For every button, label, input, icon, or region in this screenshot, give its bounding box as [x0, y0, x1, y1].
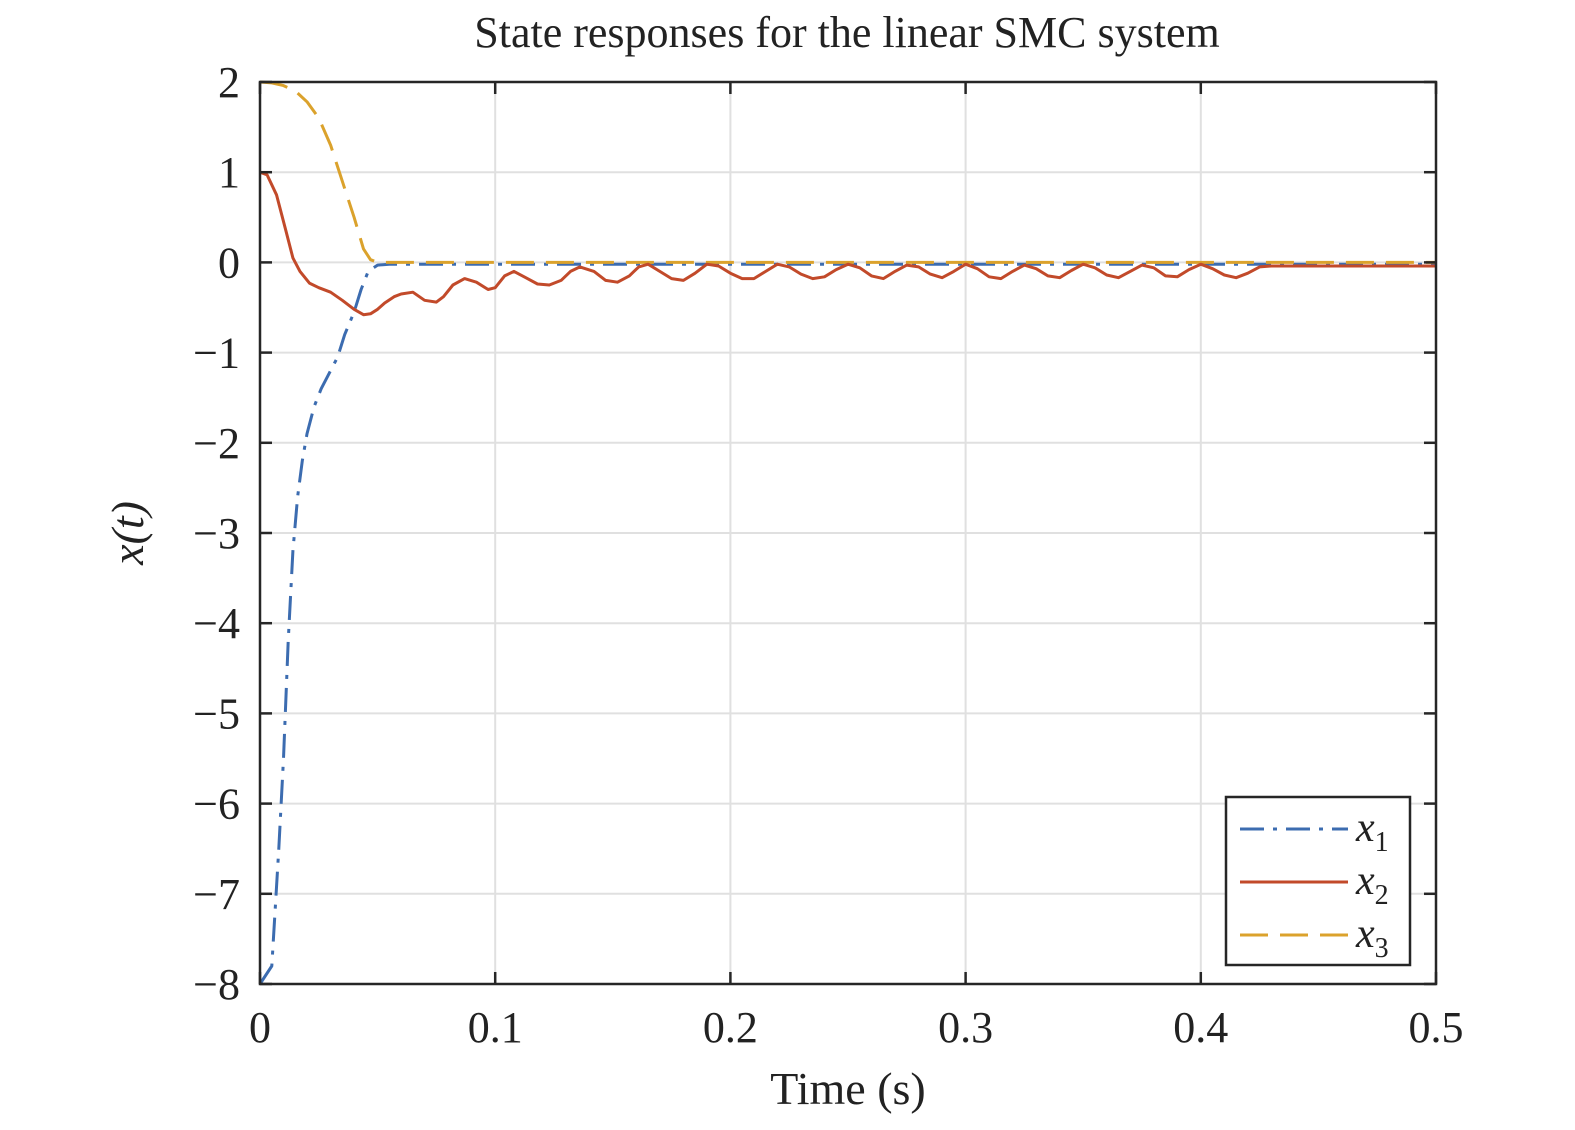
y-tick-label: 1 [218, 148, 240, 197]
y-tick-label: −6 [193, 780, 240, 829]
series-layer [258, 80, 1436, 985]
y-tick-label: −8 [193, 960, 240, 1009]
series-line-x3 [259, 80, 1436, 264]
y-tick-label: −7 [193, 870, 240, 919]
grid [260, 82, 1436, 984]
y-tick-label: −1 [193, 329, 240, 378]
x-tick-label: 0.1 [468, 1003, 523, 1052]
y-tick-label: −3 [193, 509, 240, 558]
chart-title: State responses for the linear SMC syste… [474, 8, 1219, 57]
x-tick-label: 0.5 [1409, 1003, 1464, 1052]
ticks [258, 80, 1438, 986]
x-tick-label: 0.3 [938, 1003, 993, 1052]
x-tick-label: 0.2 [703, 1003, 758, 1052]
series-line-x2 [259, 170, 1436, 317]
y-tick-label: −2 [193, 419, 240, 468]
x-tick-label: 0.4 [1173, 1003, 1228, 1052]
series-line-x1 [258, 262, 1436, 985]
y-tick-label: −4 [193, 599, 240, 648]
y-tick-label: 2 [218, 58, 240, 107]
x-axis-label: Time (s) [770, 1063, 926, 1114]
y-axis-label: x(t) [102, 501, 153, 566]
legend-label-x3: x3 [1355, 911, 1389, 964]
y-tick-labels: 2 1 0 −1 −2 −3 −4 −5 −6 −7 −8 [193, 58, 240, 1009]
y-tick-label: 0 [218, 238, 240, 287]
y-tick-label: −5 [193, 689, 240, 738]
x-tick-labels: 0 0.1 0.2 0.3 0.4 0.5 [249, 1003, 1464, 1052]
x-tick-label: 0 [249, 1003, 271, 1052]
